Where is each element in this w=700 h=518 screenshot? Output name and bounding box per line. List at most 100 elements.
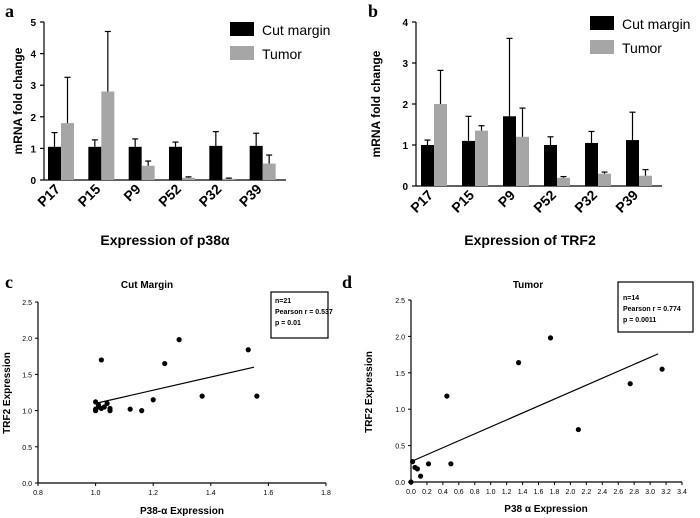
panel-c-y-label: TRF2 Expression bbox=[2, 352, 13, 434]
panel-d-x-ticks: 0.0 0.2 0.4 0.6 0.8 1.0 1.2 1.4 1.6 1.8 2.0 2.2 2.4 2… bbox=[406, 482, 687, 496]
legend-label-cut-margin: Cut margin bbox=[262, 22, 330, 38]
legend-swatch-tumor bbox=[590, 40, 614, 54]
y-tick-label: 0.0 bbox=[22, 481, 32, 488]
panel-d-y-ticks: 0.0 0.5 1.0 1.5 2.0 2.5 bbox=[395, 298, 411, 487]
bar-cut-margin-p9 bbox=[128, 146, 142, 180]
y-tick-label: 5 bbox=[30, 18, 36, 29]
panel-letter-d: d bbox=[342, 272, 352, 292]
legend-label-cut-margin: Cut margin bbox=[622, 16, 690, 32]
x-category-label: P39 bbox=[612, 187, 641, 216]
x-category-label: P52 bbox=[530, 187, 559, 216]
panel-c-x-ticks: 0.8 1.0 1.2 1.4 1.6 1.8 bbox=[33, 483, 331, 497]
scatter-point bbox=[162, 360, 168, 367]
bar-cut-margin-p9 bbox=[503, 116, 516, 186]
legend-label-tumor: Tumor bbox=[262, 46, 302, 62]
scatter-point bbox=[245, 347, 251, 353]
x-tick-label: 0.0 bbox=[406, 489, 416, 496]
panel-d-chart: Tumor 0.0 0.5 1.0 1.5 2.0 2.5 0.0 0.2 0.4 0.6 0.8… bbox=[364, 280, 694, 515]
x-tick-label: 1.4 bbox=[206, 490, 216, 497]
scatter-point bbox=[448, 461, 454, 467]
y-tick-label: 2.0 bbox=[395, 334, 405, 341]
scatter-point bbox=[547, 335, 554, 341]
y-tick-label: 0 bbox=[30, 176, 36, 187]
panel-b-x-categories: P17 P15 P9 P52 P32 P39 bbox=[407, 187, 641, 216]
y-tick-label: 2 bbox=[402, 100, 408, 111]
y-tick-label: 2.5 bbox=[395, 298, 405, 305]
x-category-label: P9 bbox=[120, 181, 144, 205]
x-tick-label: 1.0 bbox=[91, 490, 101, 497]
x-tick-label: 0.4 bbox=[438, 489, 448, 496]
scatter-point bbox=[95, 402, 102, 408]
x-tick-label: 1.2 bbox=[148, 490, 158, 497]
scatter-point bbox=[417, 473, 424, 479]
panel-d-stat-r: Pearson r = 0.774 bbox=[623, 306, 681, 313]
scatter-point bbox=[101, 404, 107, 410]
x-tick-label: 1.4 bbox=[518, 489, 528, 496]
scatter-point bbox=[444, 393, 450, 399]
bar-cut-margin-p39 bbox=[249, 145, 263, 180]
panel-b-y-ticks: 0 1 2 3 4 bbox=[402, 18, 416, 193]
panel-a-chart: 0 1 2 3 4 5 P17 P15 P9 P52 P32 P39 mRNA fold chang… bbox=[11, 18, 330, 248]
y-tick-label: 2.5 bbox=[22, 300, 32, 307]
y-tick-label: 4 bbox=[402, 18, 408, 29]
y-tick-label: 0.0 bbox=[395, 480, 405, 487]
bar-cut-margin-p17 bbox=[421, 145, 434, 186]
y-tick-label: 0.5 bbox=[395, 444, 405, 451]
bar-cut-margin-p52 bbox=[544, 145, 557, 186]
panel-a-x-categories: P17 P15 P9 P52 P32 P39 bbox=[34, 181, 265, 210]
x-category-label: P15 bbox=[448, 187, 477, 216]
bar-tumor-p39 bbox=[262, 163, 276, 180]
panel-letter-a: a bbox=[5, 1, 14, 21]
panel-c-title: Cut Margin bbox=[121, 280, 173, 291]
panel-d-stats-box: n=14 Pearson r = 0.774 p = 0.0011 bbox=[617, 281, 694, 333]
x-category-label: P32 bbox=[196, 181, 225, 210]
bar-tumor-p9 bbox=[141, 165, 155, 180]
bar-cut-margin-p52 bbox=[169, 146, 182, 180]
bar-tumor-p17 bbox=[61, 123, 74, 180]
panel-d-points bbox=[408, 335, 665, 485]
x-tick-label: 2.8 bbox=[629, 489, 639, 496]
bar-cut-margin-p39 bbox=[626, 140, 639, 186]
x-tick-label: 2.2 bbox=[581, 489, 591, 496]
y-tick-label: 3 bbox=[30, 81, 36, 92]
x-tick-label: 1.0 bbox=[486, 489, 496, 496]
x-category-label: P15 bbox=[75, 181, 104, 210]
x-tick-label: 2.0 bbox=[566, 489, 576, 496]
x-tick-label: 2.4 bbox=[597, 489, 607, 496]
panel-c-stat-n: n=21 bbox=[275, 298, 291, 305]
scatter-point bbox=[98, 357, 104, 363]
panel-c-x-label: P38-α Expression bbox=[140, 506, 224, 517]
panel-d-stat-n: n=14 bbox=[623, 295, 639, 302]
y-tick-label: 2.0 bbox=[22, 336, 32, 343]
panel-a-x-label: Expression of p38α bbox=[100, 232, 230, 248]
bar-cut-margin-p17 bbox=[48, 146, 61, 180]
panel-letter-c: c bbox=[5, 272, 13, 292]
y-tick-label: 1 bbox=[30, 144, 36, 155]
x-category-label: P39 bbox=[236, 181, 265, 210]
panel-c-y-ticks: 0.0 0.5 1.0 1.5 2.0 2.5 bbox=[22, 300, 38, 488]
x-tick-label: 3.2 bbox=[661, 489, 671, 496]
x-tick-label: 0.8 bbox=[470, 489, 480, 496]
panel-a-bars bbox=[48, 30, 276, 180]
x-tick-label: 3.4 bbox=[677, 489, 687, 496]
bar-tumor-p39 bbox=[639, 175, 652, 186]
bar-tumor-p17 bbox=[434, 104, 447, 186]
x-tick-label: 1.2 bbox=[502, 489, 512, 496]
x-tick-label: 0.8 bbox=[33, 490, 43, 497]
panel-d-y-label: TRF2 Expression bbox=[364, 351, 375, 433]
scatter-point bbox=[176, 337, 182, 343]
x-tick-label: 0.2 bbox=[422, 489, 432, 496]
bar-tumor-p15 bbox=[475, 130, 488, 186]
scatter-point bbox=[254, 393, 260, 399]
x-tick-label: 1.6 bbox=[534, 489, 544, 496]
bar-tumor-p32 bbox=[222, 178, 236, 180]
legend-swatch-tumor bbox=[230, 46, 254, 60]
y-tick-label: 1.0 bbox=[22, 409, 32, 416]
scatter-point bbox=[199, 393, 205, 399]
scatter-point bbox=[659, 366, 665, 372]
y-tick-label: 1.0 bbox=[395, 407, 405, 414]
bar-tumor-p15 bbox=[101, 91, 115, 180]
x-tick-label: 0.6 bbox=[454, 489, 464, 496]
scatter-point bbox=[414, 466, 420, 472]
